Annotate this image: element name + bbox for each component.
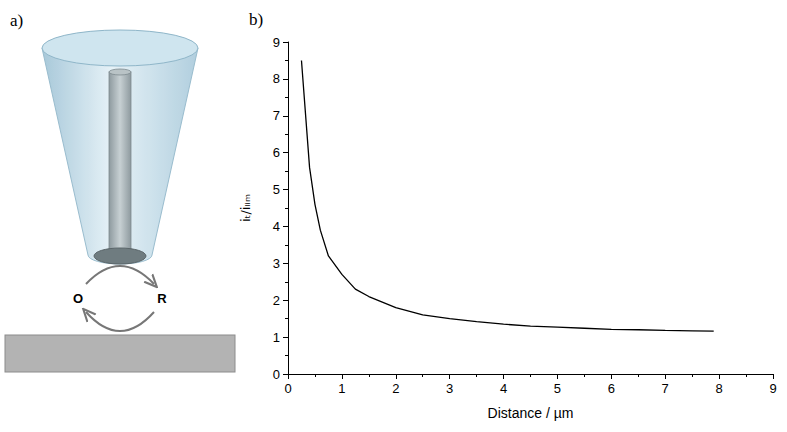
svg-text:2: 2	[273, 293, 280, 308]
svg-text:2: 2	[392, 381, 399, 396]
svg-text:8: 8	[715, 381, 722, 396]
svg-text:6: 6	[608, 381, 615, 396]
svg-text:3: 3	[273, 256, 280, 271]
svg-text:8: 8	[273, 71, 280, 86]
svg-text:b): b)	[249, 10, 263, 29]
svg-text:Distance / µm: Distance / µm	[488, 405, 574, 421]
svg-text:6: 6	[273, 145, 280, 160]
svg-text:5: 5	[273, 182, 280, 197]
svg-text:7: 7	[662, 381, 669, 396]
svg-text:4: 4	[273, 219, 280, 234]
svg-text:5: 5	[554, 381, 561, 396]
svg-text:R: R	[157, 291, 167, 306]
svg-text:0: 0	[284, 381, 291, 396]
svg-text:0: 0	[273, 367, 280, 382]
svg-text:iₜ/iₗᵢₘ: iₜ/iₗᵢₘ	[238, 194, 253, 222]
svg-text:O: O	[73, 291, 83, 306]
svg-text:9: 9	[769, 381, 776, 396]
svg-text:7: 7	[273, 108, 280, 123]
svg-text:9: 9	[273, 35, 280, 50]
svg-text:4: 4	[500, 381, 507, 396]
svg-text:1: 1	[338, 381, 345, 396]
svg-text:3: 3	[446, 381, 453, 396]
svg-text:1: 1	[273, 330, 280, 345]
svg-text:a): a)	[10, 11, 23, 30]
